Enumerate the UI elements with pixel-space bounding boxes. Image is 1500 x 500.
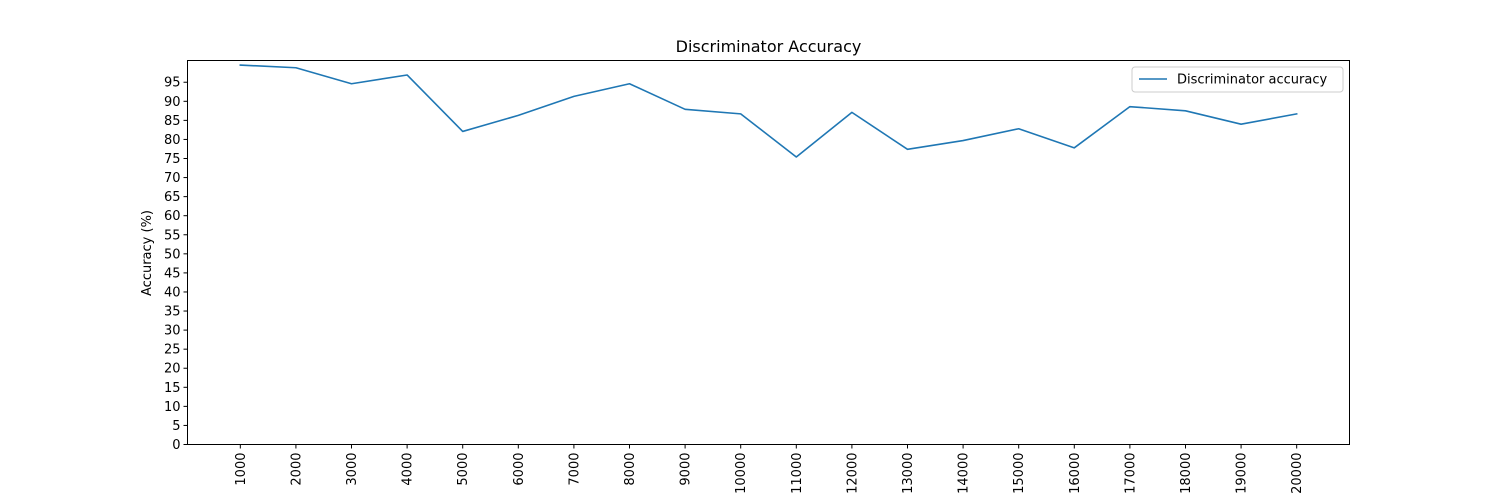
data-point — [1183, 109, 1187, 113]
y-axis-label: Accuracy (%) — [140, 210, 155, 296]
x-tick-label: 6000 — [512, 453, 527, 486]
x-tick-label: 3000 — [345, 453, 360, 486]
data-point — [516, 113, 520, 117]
chart-title: Discriminator Accuracy — [676, 37, 862, 56]
y-tick-label: 15 — [164, 381, 181, 396]
data-point — [572, 94, 576, 98]
y-tick-label: 45 — [164, 266, 181, 281]
x-tick-label: 7000 — [567, 453, 582, 486]
x-axis: 1000 2000 3000 4000 5000 6000 7000 8000 9000 1000… — [234, 444, 1305, 494]
data-point — [405, 73, 409, 77]
y-tick-label: 50 — [164, 247, 181, 262]
x-tick-label: 13000 — [901, 453, 916, 494]
data-point — [905, 147, 909, 151]
data-point — [961, 139, 965, 143]
y-tick-label: 0 — [172, 438, 180, 453]
x-tick-label: 18000 — [1179, 453, 1194, 494]
y-tick-label: 65 — [164, 190, 181, 205]
x-tick-label: 17000 — [1123, 453, 1138, 494]
x-tick-label: 1000 — [234, 453, 249, 486]
legend-box — [1131, 66, 1344, 93]
data-point — [294, 66, 298, 70]
legend: Discriminator accuracy — [1131, 66, 1344, 93]
series-layer — [238, 63, 1299, 159]
data-point — [1017, 127, 1021, 131]
series-line — [239, 64, 1298, 158]
y-tick-label: 25 — [164, 343, 181, 358]
x-tick-label: 19000 — [1235, 453, 1250, 494]
y-tick-label: 80 — [164, 133, 181, 148]
data-point — [1239, 122, 1243, 126]
data-point — [1295, 112, 1299, 116]
x-tick-label: 2000 — [289, 453, 304, 486]
data-point — [350, 82, 354, 86]
data-point — [683, 107, 687, 111]
y-tick-label: 85 — [164, 114, 181, 129]
x-tick-label: 16000 — [1068, 453, 1083, 494]
y-tick-label: 40 — [164, 285, 181, 300]
x-tick-label: 15000 — [1012, 453, 1027, 494]
x-tick-label: 20000 — [1290, 453, 1305, 494]
x-tick-label: 4000 — [401, 453, 416, 486]
x-tick-label: 14000 — [957, 453, 972, 494]
x-tick-label: 8000 — [623, 453, 638, 486]
plot-frame — [187, 60, 1350, 445]
data-point — [461, 129, 465, 133]
x-tick-label: 10000 — [734, 453, 749, 494]
y-axis: 0 5 10 15 20 25 30 35 40 45 50 55 60 65 70 75 80 85 90 95 — [164, 76, 188, 453]
y-tick-label: 75 — [164, 152, 181, 167]
data-point — [739, 112, 743, 116]
x-tick-label: 9000 — [679, 453, 694, 486]
x-tick-label: 12000 — [845, 453, 860, 494]
y-tick-label: 30 — [164, 324, 181, 339]
y-tick-label: 60 — [164, 209, 181, 224]
x-tick-label: 11000 — [790, 453, 805, 494]
y-tick-label: 20 — [164, 362, 181, 377]
legend-entry-label: Discriminator accuracy — [1177, 73, 1327, 88]
data-point — [1128, 105, 1132, 109]
data-point — [238, 63, 242, 67]
data-point — [628, 82, 632, 86]
data-point — [794, 155, 798, 159]
x-tick-label: 5000 — [456, 453, 471, 486]
y-tick-label: 70 — [164, 171, 181, 186]
y-tick-label: 95 — [164, 76, 181, 91]
y-tick-label: 5 — [172, 419, 180, 434]
y-tick-label: 10 — [164, 400, 181, 415]
y-tick-label: 35 — [164, 305, 181, 320]
y-tick-label: 90 — [164, 95, 181, 110]
data-point — [850, 110, 854, 114]
y-tick-label: 55 — [164, 228, 181, 243]
data-point — [1072, 146, 1076, 150]
